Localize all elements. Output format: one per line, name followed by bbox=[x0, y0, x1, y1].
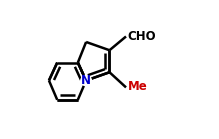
Text: Me: Me bbox=[127, 80, 147, 93]
Text: N: N bbox=[81, 74, 91, 87]
Circle shape bbox=[81, 75, 91, 86]
Text: CHO: CHO bbox=[127, 30, 156, 43]
